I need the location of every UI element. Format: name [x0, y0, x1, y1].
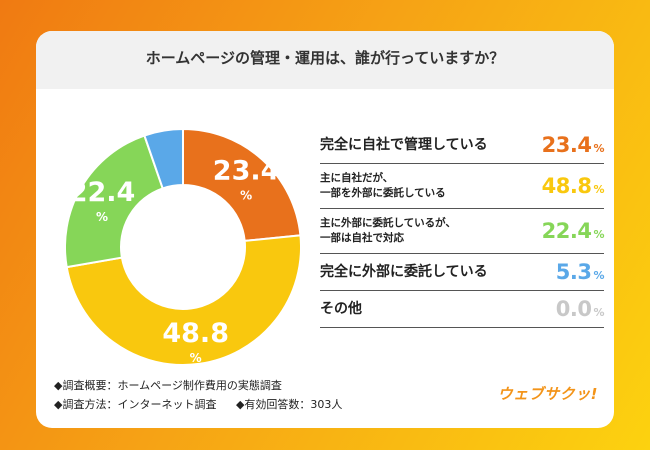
legend-value: 23.4%	[541, 133, 605, 157]
legend-label: 完全に自社で管理している	[320, 135, 488, 155]
survey-method-row: ◆調査方法：インターネット調査 ◆有効回答数：303人	[54, 395, 358, 414]
legend-label: 完全に外部に委託している	[320, 262, 488, 282]
survey-footer: ◆調査概要：ホームページ制作費用の実態調査 ◆調査方法：インターネット調査 ◆有…	[54, 376, 358, 414]
legend-row: 主に外部に委託しているが、 一部は自社で対応 22.4%	[320, 209, 604, 254]
legend-value-number: 23.4	[541, 133, 592, 157]
legend-row: 完全に自社で管理している 23.4%	[320, 127, 604, 164]
legend-value: 22.4%	[541, 219, 605, 243]
legend-value: 5.3%	[555, 260, 605, 284]
legend-value: 48.8%	[541, 174, 605, 198]
legend-value-number: 0.0	[555, 297, 592, 321]
legend-label-line: 主に外部に委託しているが、	[320, 216, 456, 229]
legend-percent-sign: %	[593, 306, 604, 319]
legend-row: 主に自社だが、一部を外部に委託している 48.8%	[320, 164, 604, 209]
survey-method: ◆調査方法：インターネット調査	[54, 398, 217, 411]
legend-value-number: 22.4	[541, 219, 592, 243]
legend-label-line: その他	[320, 300, 362, 317]
slice-percent-sign: %	[190, 351, 202, 365]
donut-slice	[66, 134, 164, 269]
title-band	[36, 31, 614, 89]
legend: 完全に自社で管理している 23.4% 主に自社だが、一部を外部に委託している 48.8…	[320, 127, 604, 328]
donut-chart: 23.4% 48.8% 22.4%	[66, 127, 300, 366]
slice-percent-sign: %	[96, 210, 108, 224]
legend-value-number: 5.3	[555, 260, 592, 284]
respondent-count: ◆有効回答数：303人	[235, 398, 343, 411]
chart-title: ホームページの管理・運用は、誰が行っていますか？	[145, 49, 505, 67]
slice-value-label: 22.4	[69, 177, 136, 208]
legend-percent-sign: %	[593, 183, 604, 196]
legend-label-line: 完全に自社で管理している	[320, 136, 488, 153]
legend-label-line: 完全に外部に委託している	[320, 263, 488, 280]
legend-label: その他	[320, 299, 362, 319]
legend-row: 完全に外部に委託している 5.3%	[320, 254, 604, 291]
legend-value-number: 48.8	[541, 174, 592, 198]
legend-percent-sign: %	[593, 269, 604, 282]
slice-value-label: 23.4	[213, 155, 280, 186]
legend-percent-sign: %	[593, 228, 604, 241]
brand-logo: ウェブサクッ!	[497, 385, 598, 403]
donut-slice	[182, 127, 300, 242]
legend-percent-sign: %	[593, 142, 604, 155]
chart-card: ホームページの管理・運用は、誰が行っていますか？ 23.4% 48.8% 22.4%…	[36, 31, 614, 428]
survey-overview: ◆調査概要：ホームページ制作費用の実態調査	[54, 379, 282, 392]
legend-label-line: 一部を外部に委託している	[320, 187, 446, 199]
legend-label: 主に自社だが、一部を外部に委託している	[320, 171, 446, 201]
slice-percent-sign: %	[240, 188, 252, 202]
legend-label: 主に外部に委託しているが、 一部は自社で対応	[320, 216, 456, 246]
slice-value-label: 48.8	[162, 318, 229, 349]
legend-row: その他 0.0%	[320, 291, 604, 328]
donut-slice	[143, 127, 184, 190]
legend-value: 0.0%	[555, 297, 605, 321]
legend-label-line: 主に自社だが、	[320, 171, 394, 184]
legend-label-line: 一部は自社で対応	[320, 232, 404, 244]
donut-slice	[66, 234, 300, 366]
